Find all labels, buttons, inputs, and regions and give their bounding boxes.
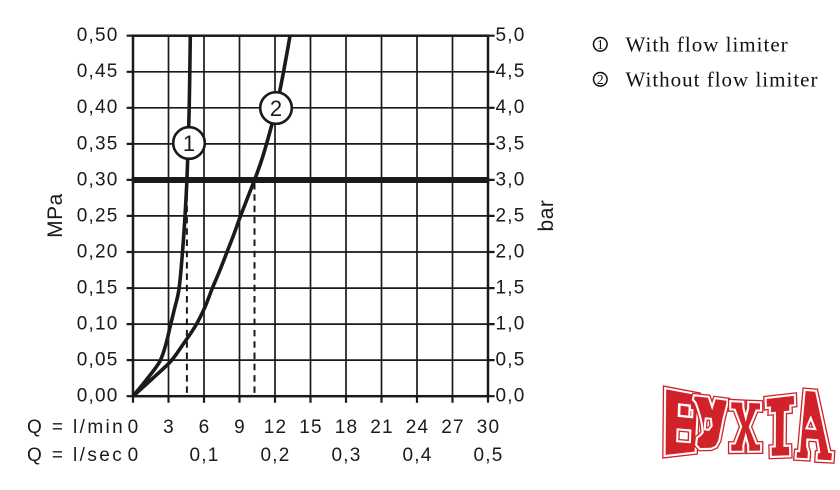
svg-text:0,5: 0,5 (473, 445, 503, 466)
svg-text:0,3: 0,3 (331, 445, 361, 466)
svg-text:5,0: 5,0 (496, 25, 526, 46)
svg-text:0,15: 0,15 (77, 277, 119, 298)
svg-text:Without flow limiter: Without flow limiter (626, 67, 819, 91)
svg-text:4,5: 4,5 (496, 61, 526, 82)
svg-text:1: 1 (597, 37, 604, 52)
svg-text:0,25: 0,25 (77, 205, 119, 226)
svg-text:12: 12 (264, 417, 288, 438)
svg-text:21: 21 (370, 417, 394, 438)
svg-text:2: 2 (270, 96, 282, 121)
svg-text:1,5: 1,5 (496, 277, 526, 298)
svg-text:2,0: 2,0 (496, 241, 526, 262)
svg-text:bar: bar (535, 200, 558, 232)
svg-text:0,20: 0,20 (77, 241, 119, 262)
svg-text:30: 30 (477, 417, 501, 438)
svg-text:2: 2 (597, 72, 604, 87)
svg-text:With flow limiter: With flow limiter (626, 32, 789, 56)
svg-text:6: 6 (199, 417, 211, 438)
svg-text:0,35: 0,35 (77, 133, 119, 154)
svg-text:0: 0 (128, 417, 140, 438)
svg-text:3: 3 (163, 417, 175, 438)
svg-text:0,1: 0,1 (189, 445, 219, 466)
svg-text:Q = l/sec: Q = l/sec (27, 445, 124, 466)
svg-text:1,0: 1,0 (496, 314, 526, 335)
svg-text:0,2: 0,2 (260, 445, 290, 466)
svg-text:1: 1 (183, 131, 195, 156)
svg-text:0,4: 0,4 (402, 445, 432, 466)
svg-text:0,00: 0,00 (77, 386, 119, 407)
svg-text:0,45: 0,45 (77, 61, 119, 82)
svg-text:0,10: 0,10 (77, 314, 119, 335)
svg-text:2,5: 2,5 (496, 205, 526, 226)
svg-text:0,5: 0,5 (496, 350, 526, 371)
svg-text:27: 27 (441, 417, 465, 438)
svg-text:0,0: 0,0 (496, 386, 526, 407)
svg-text:18: 18 (335, 417, 359, 438)
svg-text:Q = l/min: Q = l/min (27, 417, 125, 438)
svg-text:3,0: 3,0 (496, 169, 526, 190)
svg-text:0,05: 0,05 (77, 350, 119, 371)
svg-text:3,5: 3,5 (496, 133, 526, 154)
svg-text:9: 9 (234, 417, 246, 438)
svg-text:0: 0 (128, 445, 140, 466)
svg-text:0,40: 0,40 (77, 97, 119, 118)
svg-text:24: 24 (406, 417, 430, 438)
svg-text:0,30: 0,30 (77, 169, 119, 190)
svg-text:0,50: 0,50 (77, 25, 119, 46)
svg-text:4,0: 4,0 (496, 97, 526, 118)
svg-text:MPa: MPa (44, 193, 67, 238)
svg-text:15: 15 (299, 417, 323, 438)
